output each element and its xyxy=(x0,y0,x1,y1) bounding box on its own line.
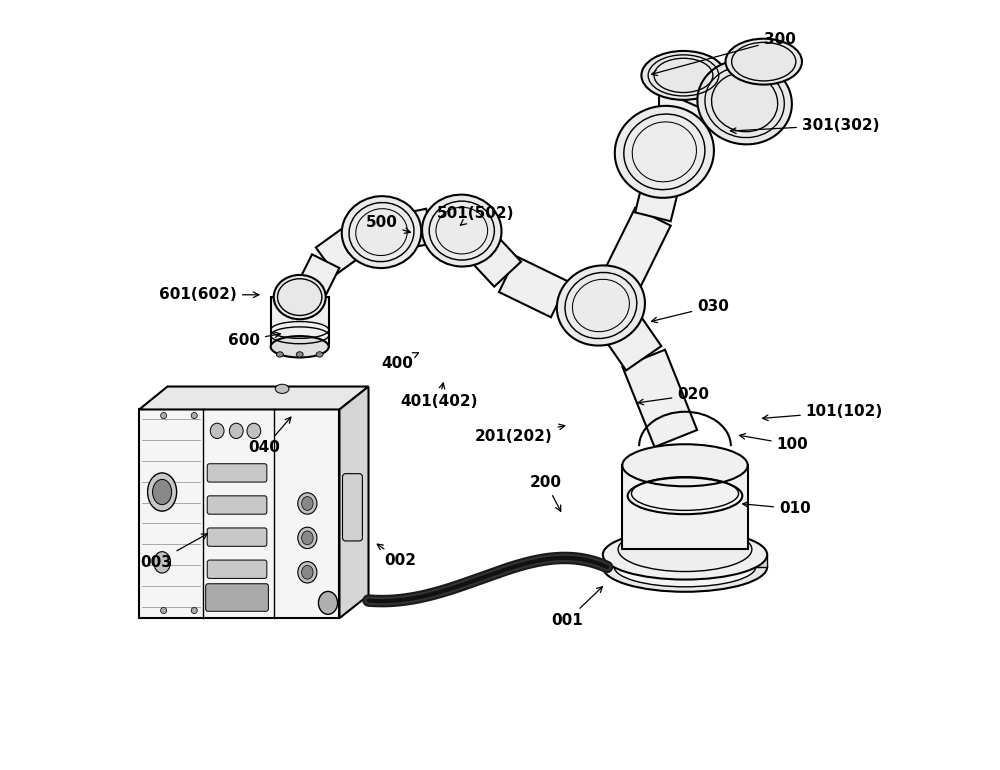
Text: 002: 002 xyxy=(377,544,417,568)
Ellipse shape xyxy=(557,266,645,346)
Text: 003: 003 xyxy=(140,534,207,570)
Polygon shape xyxy=(597,304,661,370)
Ellipse shape xyxy=(210,424,224,438)
Ellipse shape xyxy=(154,551,171,573)
Text: 601(602): 601(602) xyxy=(159,287,259,303)
Text: 301(302): 301(302) xyxy=(730,118,879,133)
Ellipse shape xyxy=(697,60,792,144)
Ellipse shape xyxy=(275,384,289,393)
Polygon shape xyxy=(725,55,783,112)
Polygon shape xyxy=(635,166,682,221)
Text: 300: 300 xyxy=(652,32,796,75)
Ellipse shape xyxy=(622,444,748,487)
Ellipse shape xyxy=(615,105,714,198)
Text: 010: 010 xyxy=(743,501,811,517)
Ellipse shape xyxy=(641,51,726,100)
Ellipse shape xyxy=(726,38,802,85)
Polygon shape xyxy=(339,387,369,618)
FancyBboxPatch shape xyxy=(343,474,362,541)
FancyBboxPatch shape xyxy=(206,584,268,611)
Ellipse shape xyxy=(148,473,177,511)
Polygon shape xyxy=(622,350,697,447)
Polygon shape xyxy=(396,209,433,249)
Ellipse shape xyxy=(274,275,326,320)
Ellipse shape xyxy=(298,561,317,583)
Ellipse shape xyxy=(153,480,172,504)
Ellipse shape xyxy=(603,530,767,580)
Polygon shape xyxy=(499,256,568,317)
Ellipse shape xyxy=(161,608,167,614)
Text: 600: 600 xyxy=(228,332,280,348)
Text: 020: 020 xyxy=(638,387,709,405)
Ellipse shape xyxy=(302,565,313,579)
Polygon shape xyxy=(622,465,748,549)
Ellipse shape xyxy=(229,424,243,438)
Text: 501(502): 501(502) xyxy=(437,206,514,226)
Text: 030: 030 xyxy=(652,299,729,323)
Text: 200: 200 xyxy=(530,475,562,511)
Ellipse shape xyxy=(302,497,313,511)
Polygon shape xyxy=(603,554,767,567)
Ellipse shape xyxy=(247,424,261,438)
Polygon shape xyxy=(674,55,754,123)
Ellipse shape xyxy=(302,531,313,544)
Text: 500: 500 xyxy=(366,216,410,233)
Ellipse shape xyxy=(296,352,303,357)
Polygon shape xyxy=(139,387,369,410)
Ellipse shape xyxy=(422,195,502,266)
Ellipse shape xyxy=(191,413,197,419)
Polygon shape xyxy=(670,549,700,568)
Text: 040: 040 xyxy=(249,417,291,455)
Polygon shape xyxy=(139,410,339,618)
FancyBboxPatch shape xyxy=(207,464,267,482)
Ellipse shape xyxy=(603,542,767,592)
Ellipse shape xyxy=(298,493,317,514)
Ellipse shape xyxy=(298,527,317,548)
Polygon shape xyxy=(271,297,329,346)
Polygon shape xyxy=(659,79,708,125)
Ellipse shape xyxy=(342,196,421,268)
Text: 100: 100 xyxy=(740,434,808,452)
Polygon shape xyxy=(316,228,363,275)
FancyBboxPatch shape xyxy=(207,560,267,578)
Text: 201(202): 201(202) xyxy=(475,424,565,444)
FancyBboxPatch shape xyxy=(207,496,267,514)
Text: 401(402): 401(402) xyxy=(400,383,478,410)
Polygon shape xyxy=(299,254,339,294)
FancyBboxPatch shape xyxy=(207,528,267,546)
Ellipse shape xyxy=(618,527,752,571)
Text: 101(102): 101(102) xyxy=(763,404,883,420)
Ellipse shape xyxy=(316,352,323,357)
Ellipse shape xyxy=(318,591,338,614)
Text: 400: 400 xyxy=(381,353,419,371)
Text: 001: 001 xyxy=(551,587,602,628)
Polygon shape xyxy=(603,208,671,290)
Ellipse shape xyxy=(614,547,756,587)
Ellipse shape xyxy=(271,336,329,357)
Ellipse shape xyxy=(191,608,197,614)
Ellipse shape xyxy=(161,413,167,419)
Polygon shape xyxy=(464,229,521,286)
Ellipse shape xyxy=(276,352,283,357)
